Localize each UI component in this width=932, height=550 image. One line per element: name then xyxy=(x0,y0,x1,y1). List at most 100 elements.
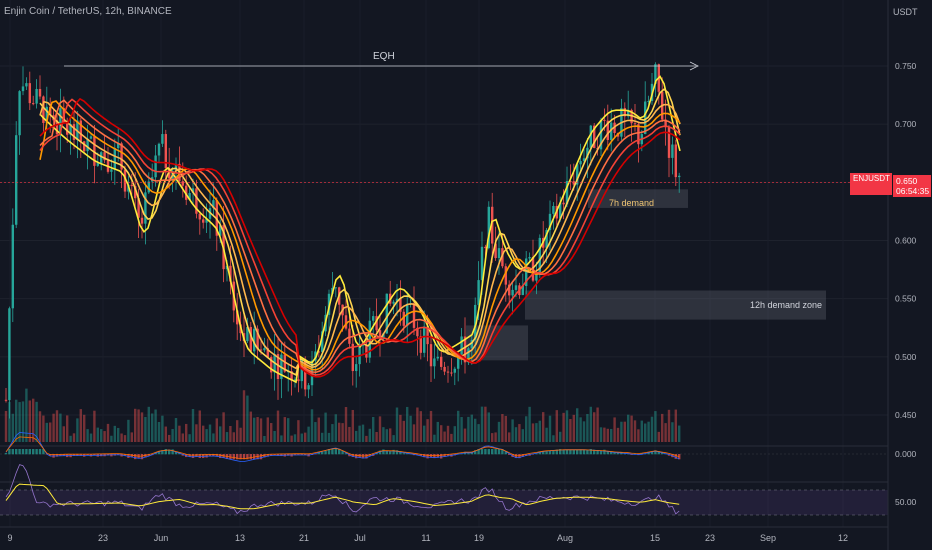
volume-bar xyxy=(161,415,164,442)
macd-histogram-bar xyxy=(593,449,596,455)
time-tick-label: 15 xyxy=(650,533,660,543)
volume-bar xyxy=(304,432,307,442)
macd-histogram-bar xyxy=(205,454,208,458)
volume-bar xyxy=(484,406,487,442)
candle-body xyxy=(236,310,239,325)
macd-histogram-bar xyxy=(123,454,127,456)
ma-ribbon xyxy=(39,75,681,384)
macd-histogram-bar xyxy=(596,449,599,455)
macd-histogram-bar xyxy=(334,449,337,455)
macd-histogram-bar xyxy=(423,454,426,458)
candle-body xyxy=(174,163,178,171)
volume-bar xyxy=(113,425,116,442)
candle-body xyxy=(603,119,606,121)
macd-histogram-bar xyxy=(42,449,45,455)
volume-bar xyxy=(627,414,630,442)
volume-bar xyxy=(11,413,14,442)
macd-histogram-bar xyxy=(501,449,504,455)
volume-bar xyxy=(106,423,110,442)
candle-body xyxy=(484,246,487,249)
volume-bar xyxy=(450,433,453,442)
volume-bar xyxy=(596,407,599,442)
macd-histogram-bar xyxy=(239,454,242,460)
candle-body xyxy=(25,83,28,87)
volume-bar xyxy=(440,425,443,442)
macd-histogram-bar xyxy=(72,454,76,457)
volume-bar xyxy=(225,432,229,442)
candle-body xyxy=(263,348,266,351)
candle-body xyxy=(678,175,681,178)
macd-histogram-bar xyxy=(134,454,137,460)
candle-body xyxy=(402,311,405,326)
volume-bar xyxy=(55,410,59,442)
macd-histogram-bar xyxy=(327,449,331,455)
candle-body xyxy=(372,316,375,321)
macd-histogram-bar xyxy=(525,454,528,456)
candle-body xyxy=(348,328,351,344)
volume-bar xyxy=(650,416,654,442)
macd-pane xyxy=(0,432,888,462)
macd-histogram-bar xyxy=(477,449,480,455)
eqh-label: EQH xyxy=(373,51,395,62)
macd-histogram-bar xyxy=(579,449,582,455)
macd-histogram-bar xyxy=(140,454,144,460)
volume-bar xyxy=(453,426,456,442)
macd-histogram-bar xyxy=(562,449,565,455)
candle-body xyxy=(647,100,650,102)
volume-bar xyxy=(633,420,637,442)
macd-histogram-bar xyxy=(76,454,79,456)
volume-bar xyxy=(232,432,235,442)
volume-bar xyxy=(174,418,178,442)
volume-bar xyxy=(266,417,269,442)
time-tick-label: 19 xyxy=(474,533,484,543)
candle-body xyxy=(494,243,497,259)
macd-histogram-bar xyxy=(338,449,341,455)
volume-bar xyxy=(89,433,93,442)
volume-bar xyxy=(402,420,405,442)
macd-histogram-bar xyxy=(395,450,399,455)
volume-bar xyxy=(273,430,276,442)
volume-bar xyxy=(83,414,86,442)
volume-bar xyxy=(375,431,378,442)
candle-body xyxy=(154,155,157,178)
candle-body xyxy=(317,351,320,353)
candle-body xyxy=(297,379,300,382)
volume-bar xyxy=(358,425,361,442)
macd-histogram-bar xyxy=(195,454,198,457)
candle-body xyxy=(344,315,348,329)
candle-body xyxy=(334,287,337,289)
candle-body xyxy=(579,161,582,165)
macd-histogram-bar xyxy=(487,449,490,455)
time-tick-label: 21 xyxy=(299,533,309,543)
candle-body xyxy=(565,181,569,205)
volume-bar xyxy=(246,395,249,442)
candle-body xyxy=(477,280,480,305)
volume-bar xyxy=(69,435,72,442)
candle-body xyxy=(654,64,657,84)
volume-bar xyxy=(463,428,467,442)
macd-histogram-bar xyxy=(603,449,606,455)
candle-body xyxy=(351,343,354,372)
candle-body xyxy=(72,124,76,140)
demand-12h-label: 12h demand zone xyxy=(750,300,822,310)
volume-bar xyxy=(477,424,480,442)
candle-body xyxy=(514,285,518,290)
volume-bar xyxy=(671,422,674,442)
volume-bar xyxy=(419,411,422,442)
candle-body xyxy=(358,344,361,365)
volume-bar xyxy=(283,417,286,442)
candle-body xyxy=(86,138,89,152)
volume-bar xyxy=(164,426,167,442)
volume-bar xyxy=(130,432,133,442)
volume-bar xyxy=(457,410,460,442)
candle-body xyxy=(195,188,198,214)
macd-histogram-bar xyxy=(382,449,385,455)
demand-7h-label: 7h demand xyxy=(609,198,654,208)
macd-histogram-bar xyxy=(385,450,388,455)
price-tag-value: 0.650 06:54:35 xyxy=(893,175,931,197)
volume-bar xyxy=(494,432,497,442)
volume-bar xyxy=(538,420,541,442)
macd-histogram-bar xyxy=(467,453,470,455)
macd-histogram-bar xyxy=(402,453,405,455)
